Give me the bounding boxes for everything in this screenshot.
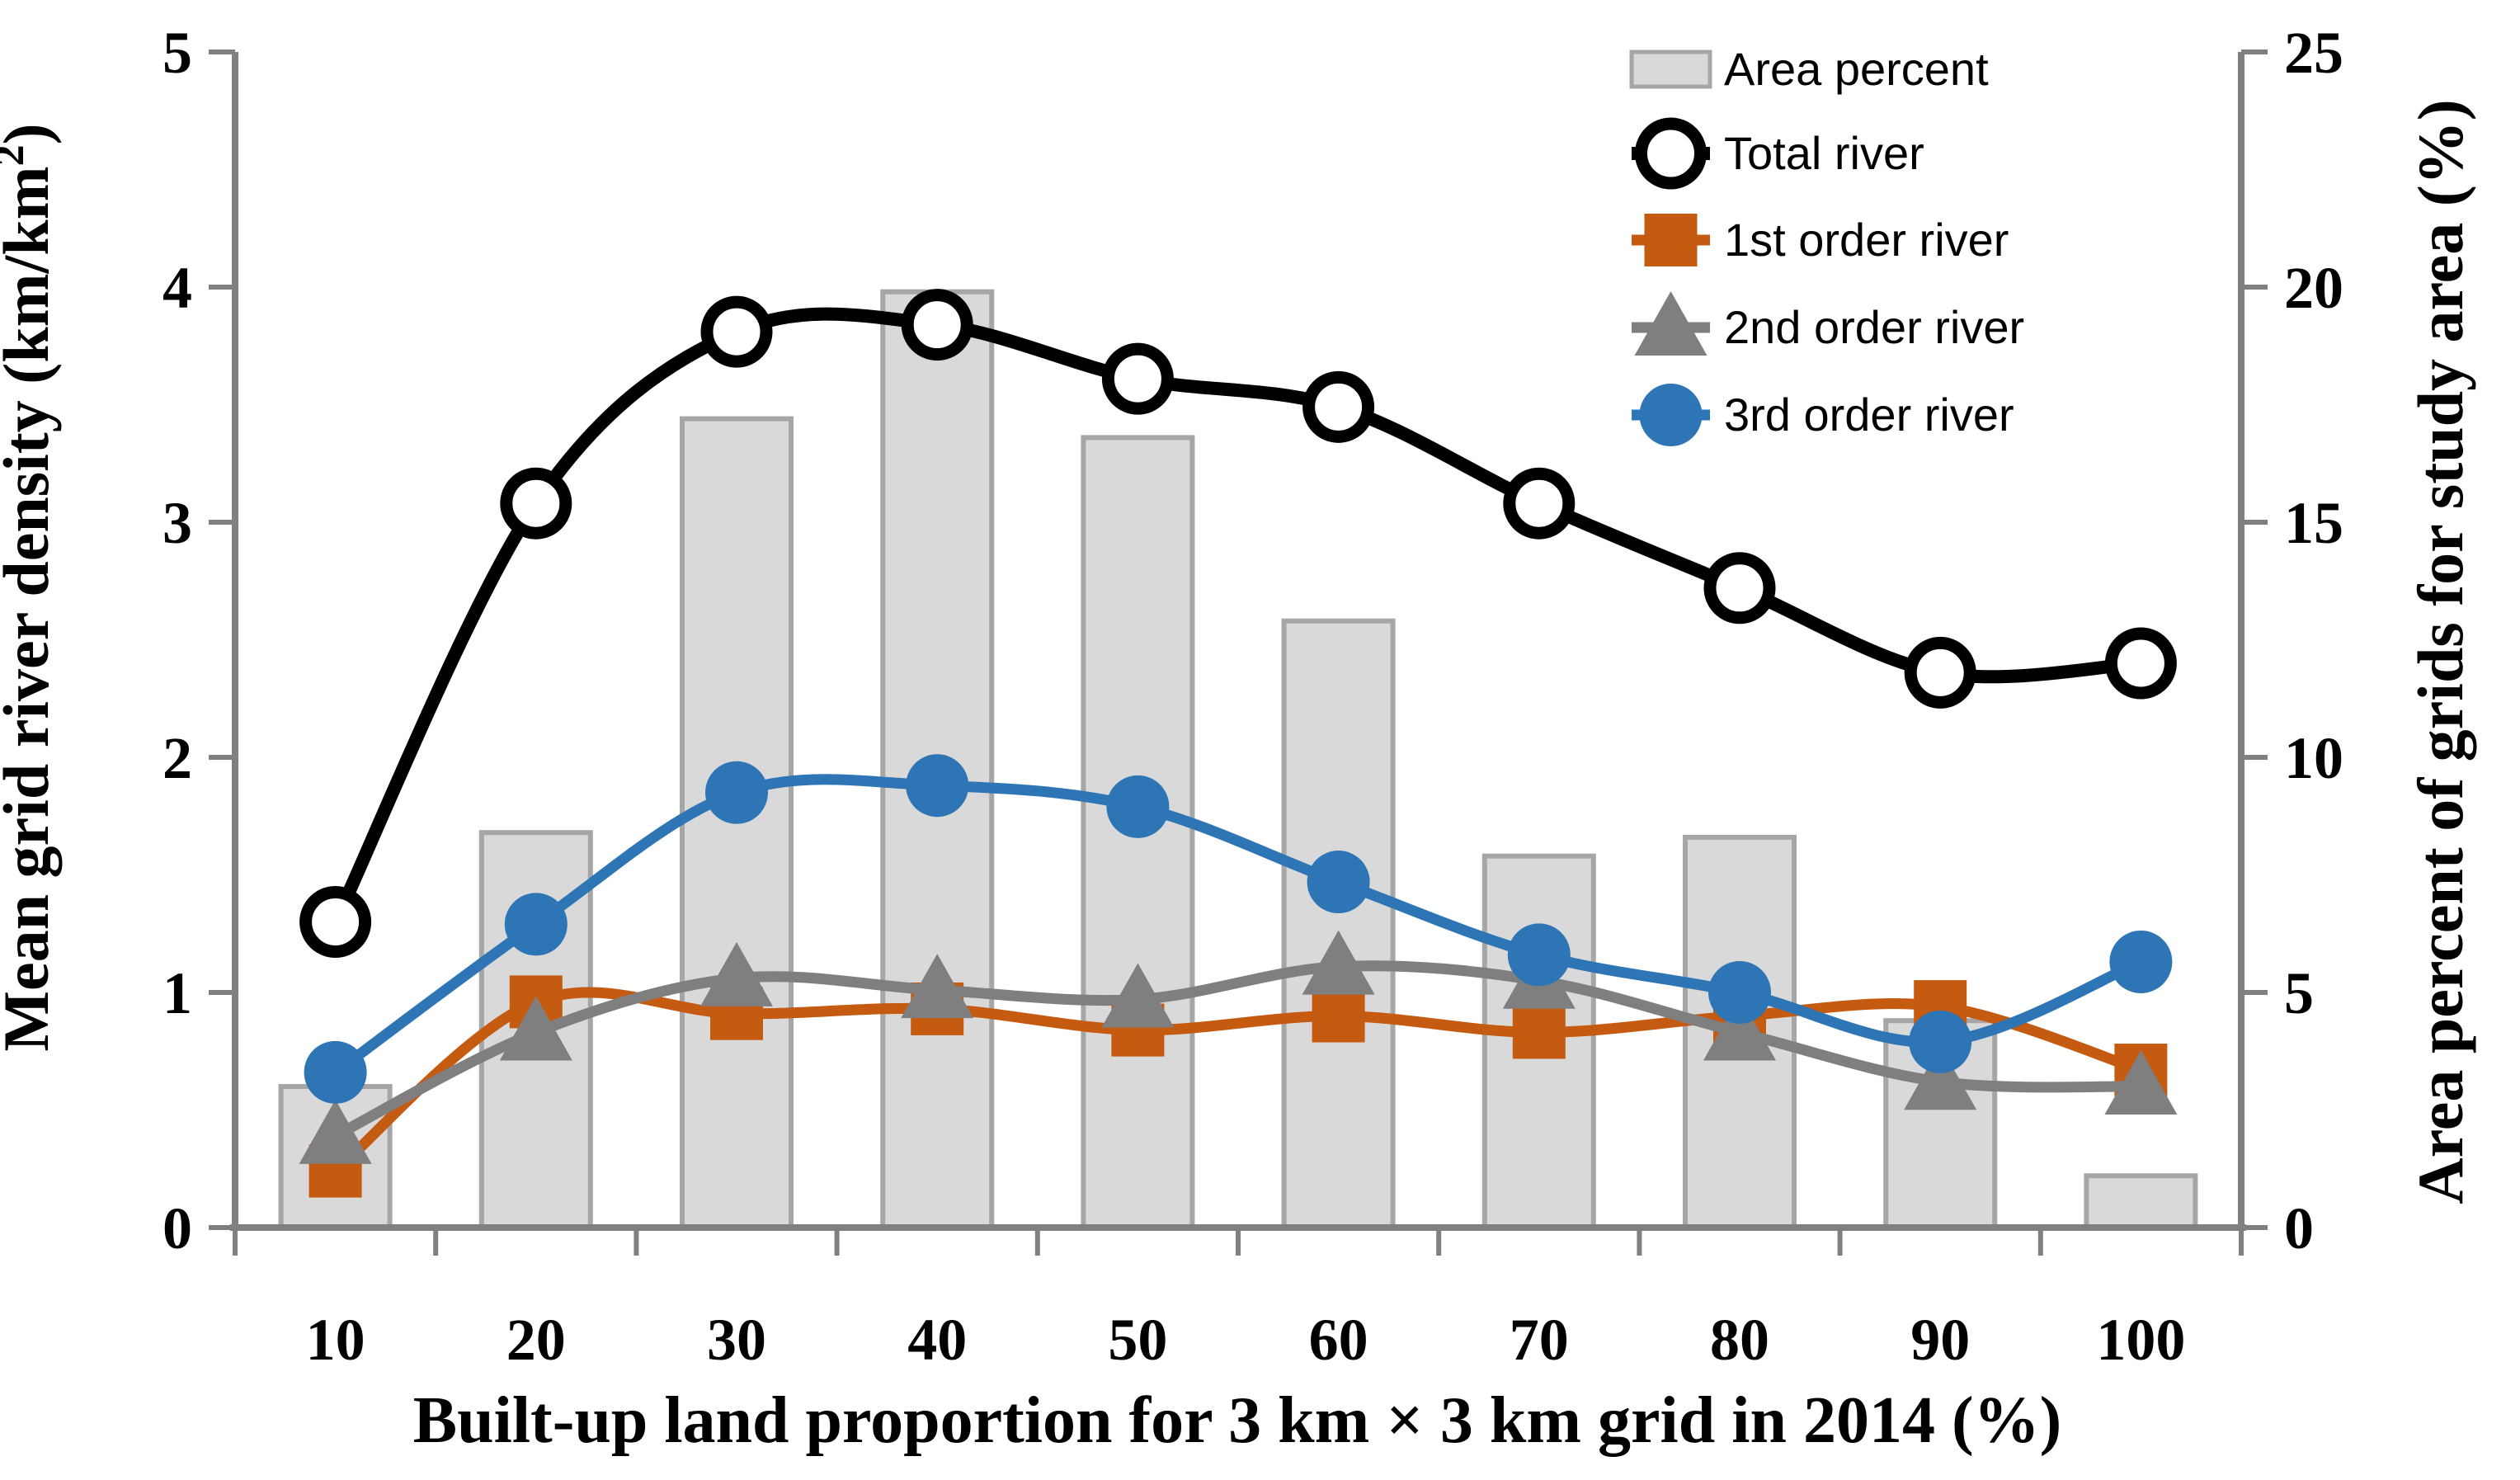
- left-tick-label: 4: [163, 255, 192, 321]
- x-axis-title: Built-up land proportion for 3 km × 3 km…: [413, 1384, 2061, 1457]
- marker-triangle: [1101, 963, 1175, 1028]
- marker-circle-open: [1703, 552, 1776, 625]
- marker-circle-open: [700, 295, 773, 368]
- marker-circle-open: [1101, 342, 1174, 415]
- marker-triangle: [700, 941, 773, 1006]
- x-tick-label: 30: [707, 1307, 766, 1373]
- left-tick-label: 2: [163, 725, 192, 791]
- line-path: [328, 307, 2148, 929]
- marker-square: [1512, 1006, 1566, 1059]
- x-tick-label: 20: [506, 1307, 566, 1373]
- right-tick-label: 20: [2284, 255, 2343, 321]
- marker-circle-open: [299, 886, 372, 958]
- marker-circle-open: [1302, 370, 1375, 443]
- legend-label: 1st order river: [1724, 214, 2009, 266]
- legend: Area percent Total river 1st order river 2n…: [1629, 43, 2024, 446]
- legend-marker: [1634, 291, 1707, 356]
- legend-label: 2nd order river: [1724, 301, 2024, 353]
- x-tick-label: 10: [306, 1307, 365, 1373]
- marker-circle: [1106, 775, 1170, 838]
- legend-marker: [1639, 384, 1703, 446]
- right-tick-label: 10: [2284, 725, 2343, 791]
- legend-marker: [1644, 214, 1698, 266]
- marker-circle-open: [500, 467, 572, 540]
- bar-area-percent: [2084, 1173, 2198, 1231]
- bar-area-percent: [1683, 834, 1797, 1231]
- line-path: [330, 987, 2146, 1177]
- axes-group: [209, 49, 2268, 1256]
- x-tick-label: 40: [907, 1307, 967, 1373]
- line-series-total-river: [299, 289, 2177, 958]
- legend-item-area-percent: Area percent: [1629, 43, 1989, 95]
- legend-marker: [1635, 117, 1707, 190]
- x-tick-label: 100: [2096, 1307, 2185, 1373]
- legend-item-1st-order-river: 1st order river: [1632, 214, 2009, 266]
- legend-label: Area percent: [1724, 43, 1989, 95]
- legend-item-2nd-order-river: 2nd order river: [1632, 291, 2024, 356]
- marker-circle: [1708, 961, 1771, 1024]
- marker-triangle: [1904, 1045, 1977, 1110]
- marker-circle: [906, 754, 969, 818]
- marker-circle-open: [1503, 467, 1576, 540]
- line-path: [330, 774, 2146, 1078]
- left-tick-label: 0: [163, 1195, 192, 1261]
- right-tick-label: 0: [2284, 1195, 2314, 1261]
- x-tick-label: 70: [1510, 1307, 1569, 1373]
- left-tick-label: 5: [163, 20, 192, 86]
- legend-swatch: [1629, 49, 1712, 89]
- marker-circle: [2109, 930, 2173, 993]
- legend-label: 3rd order river: [1724, 389, 2014, 441]
- marker-square: [1312, 989, 1365, 1043]
- right-tick-label: 25: [2284, 20, 2343, 86]
- marker-circle-open: [901, 289, 973, 361]
- marker-triangle: [299, 1099, 372, 1164]
- left-axis-title: Mean grid river density (km/km2): [0, 123, 62, 1051]
- x-tick-label: 80: [1710, 1307, 1769, 1373]
- marker-triangle: [499, 996, 572, 1061]
- legend-item-total-river: Total river: [1632, 117, 1924, 190]
- marker-circle: [1307, 851, 1370, 914]
- marker-circle: [504, 893, 568, 956]
- marker-triangle: [1703, 996, 1776, 1061]
- right-axis-title: Area percent of grids for study area (%): [2405, 99, 2476, 1204]
- marker-circle-open: [2104, 627, 2177, 700]
- marker-circle: [1909, 1010, 1972, 1073]
- x-tick-label: 60: [1309, 1307, 1368, 1373]
- marker-triangle: [901, 954, 974, 1019]
- legend-label: Total river: [1724, 127, 1924, 179]
- legend-item-3rd-order-river: 3rd order river: [1632, 384, 2014, 446]
- x-tick-label: 50: [1108, 1307, 1167, 1373]
- right-tick-label: 5: [2284, 960, 2314, 1026]
- marker-circle: [1507, 923, 1571, 987]
- marker-triangle: [1302, 930, 1375, 995]
- left-tick-label: 3: [163, 490, 192, 556]
- marker-circle: [705, 761, 768, 824]
- marker-circle-open: [1904, 636, 1976, 709]
- right-tick-label: 15: [2284, 490, 2343, 556]
- left-tick-label: 1: [163, 960, 192, 1026]
- bar-area-percent: [1281, 618, 1396, 1230]
- line-path: [330, 960, 2146, 1142]
- x-tick-label: 90: [1910, 1307, 1970, 1373]
- marker-circle: [304, 1040, 367, 1104]
- line-series-3rd-order-river: [304, 754, 2173, 1104]
- marker-triangle: [2104, 1050, 2178, 1115]
